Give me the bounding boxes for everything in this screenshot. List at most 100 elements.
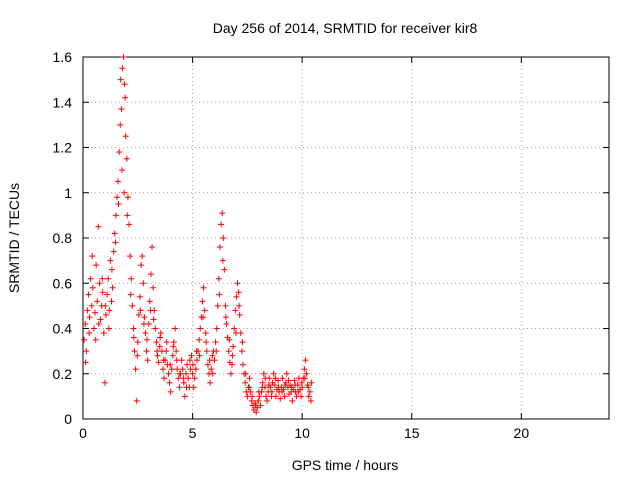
data-point [184,361,191,368]
data-point [216,291,223,298]
data-point [306,388,313,395]
data-point [202,330,209,337]
data-point [89,253,96,260]
data-point [120,54,127,60]
data-point [128,275,135,282]
data-point [146,298,153,305]
data-point [281,393,288,400]
data-point [127,291,134,298]
data-point [140,320,147,327]
data-point [188,352,195,359]
data-point [255,388,262,395]
data-point [298,393,305,400]
data-point [213,348,220,355]
data-point [231,325,238,332]
data-point [183,384,190,391]
data-point [103,311,110,318]
data-point [173,348,180,355]
y-axis-label: SRMTID / TECUs [6,183,22,293]
data-point [187,366,194,373]
data-points-layer [81,54,315,416]
data-point [126,221,133,228]
data-point [144,357,151,364]
data-point [209,370,216,377]
data-point [105,325,112,332]
data-point [83,348,90,355]
data-point [186,357,193,364]
ticks-layer: 0 5 10 15 20 0 0.2 0.4 0.6 0.8 1 1.2 1.4 1.6 [53,49,609,441]
y-tick-label: 0 [64,411,72,427]
data-point [279,375,286,382]
data-point [121,81,128,88]
data-point [109,284,116,291]
data-point [292,382,299,389]
data-point [160,357,167,364]
data-point [168,366,175,373]
data-point [308,379,315,386]
data-point [179,366,186,373]
data-point [149,244,156,251]
data-point [238,348,245,355]
x-tick-label: 0 [79,425,87,441]
data-point [135,311,142,318]
data-point [232,330,239,337]
data-point [270,370,277,377]
data-point [92,336,99,343]
data-point [242,379,249,386]
data-point [170,343,177,350]
data-point [95,320,102,327]
data-point [122,133,129,140]
data-point [201,307,208,314]
data-point [289,397,296,404]
data-point [263,393,270,400]
data-point [277,395,284,402]
data-point [203,348,210,355]
data-point [246,375,253,382]
data-point [156,343,163,350]
data-point [203,339,210,346]
data-point [134,352,141,359]
data-point [153,339,160,346]
data-point [117,76,124,83]
data-point [213,325,220,332]
data-point [86,330,93,337]
data-point [301,366,308,373]
data-point [152,325,159,332]
data-point [95,223,102,230]
data-point [200,284,207,291]
data-point [81,336,88,343]
data-point [226,336,233,343]
data-point [169,352,176,359]
data-point [155,359,162,366]
data-point [175,375,182,382]
data-point [222,314,229,321]
data-point [115,201,122,208]
data-point [166,379,173,386]
data-point [119,65,126,72]
data-point [174,366,181,373]
data-point [301,375,308,382]
data-point [143,348,150,355]
data-point [271,382,278,389]
data-point [133,397,140,404]
data-point [134,339,141,346]
data-point [229,361,236,368]
data-point [268,388,275,395]
data-point [176,384,183,391]
data-point [90,325,97,332]
data-point [288,384,295,391]
data-point [123,155,130,162]
y-tick-label: 0.8 [53,230,73,246]
data-point [176,370,183,377]
data-point [222,302,229,309]
data-point [285,377,292,384]
data-point [115,178,122,185]
data-point [303,370,310,377]
data-point [147,271,154,278]
data-point [190,361,197,368]
data-point [272,375,279,382]
x-tick-label: 5 [189,425,197,441]
data-point [204,361,211,368]
data-point [119,167,126,174]
